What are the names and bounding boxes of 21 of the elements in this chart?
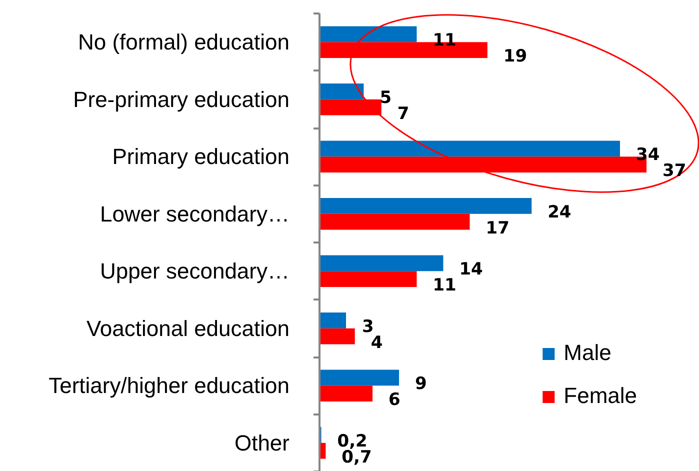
data-label: 7 — [397, 104, 410, 124]
legend-label: Male — [564, 340, 612, 366]
y-tick-label: Other — [234, 430, 290, 456]
y-tick-label: Tertiary/higher education — [48, 373, 290, 398]
data-label: 17 — [486, 218, 510, 238]
y-tick-label: Pre-primary education — [73, 86, 290, 112]
data-label: 19 — [503, 46, 528, 67]
data-label: 6 — [388, 390, 400, 410]
data-label: 9 — [415, 374, 427, 394]
data-label: 34 — [636, 145, 660, 166]
legend-label: Female — [564, 383, 637, 409]
y-tick-label: Voactional education — [86, 316, 290, 341]
data-label: 37 — [662, 161, 686, 182]
data-label: 14 — [459, 260, 484, 280]
y-tick-label: No (formal) education — [78, 30, 290, 55]
y-tick-label: Lower secondary… — [100, 201, 290, 226]
y-tick-label: Upper secondary… — [100, 258, 290, 284]
y-tick-label: Primary education — [112, 144, 290, 170]
data-label: 11 — [432, 276, 456, 296]
data-label: 24 — [548, 202, 572, 222]
data-label: 5 — [380, 88, 392, 108]
